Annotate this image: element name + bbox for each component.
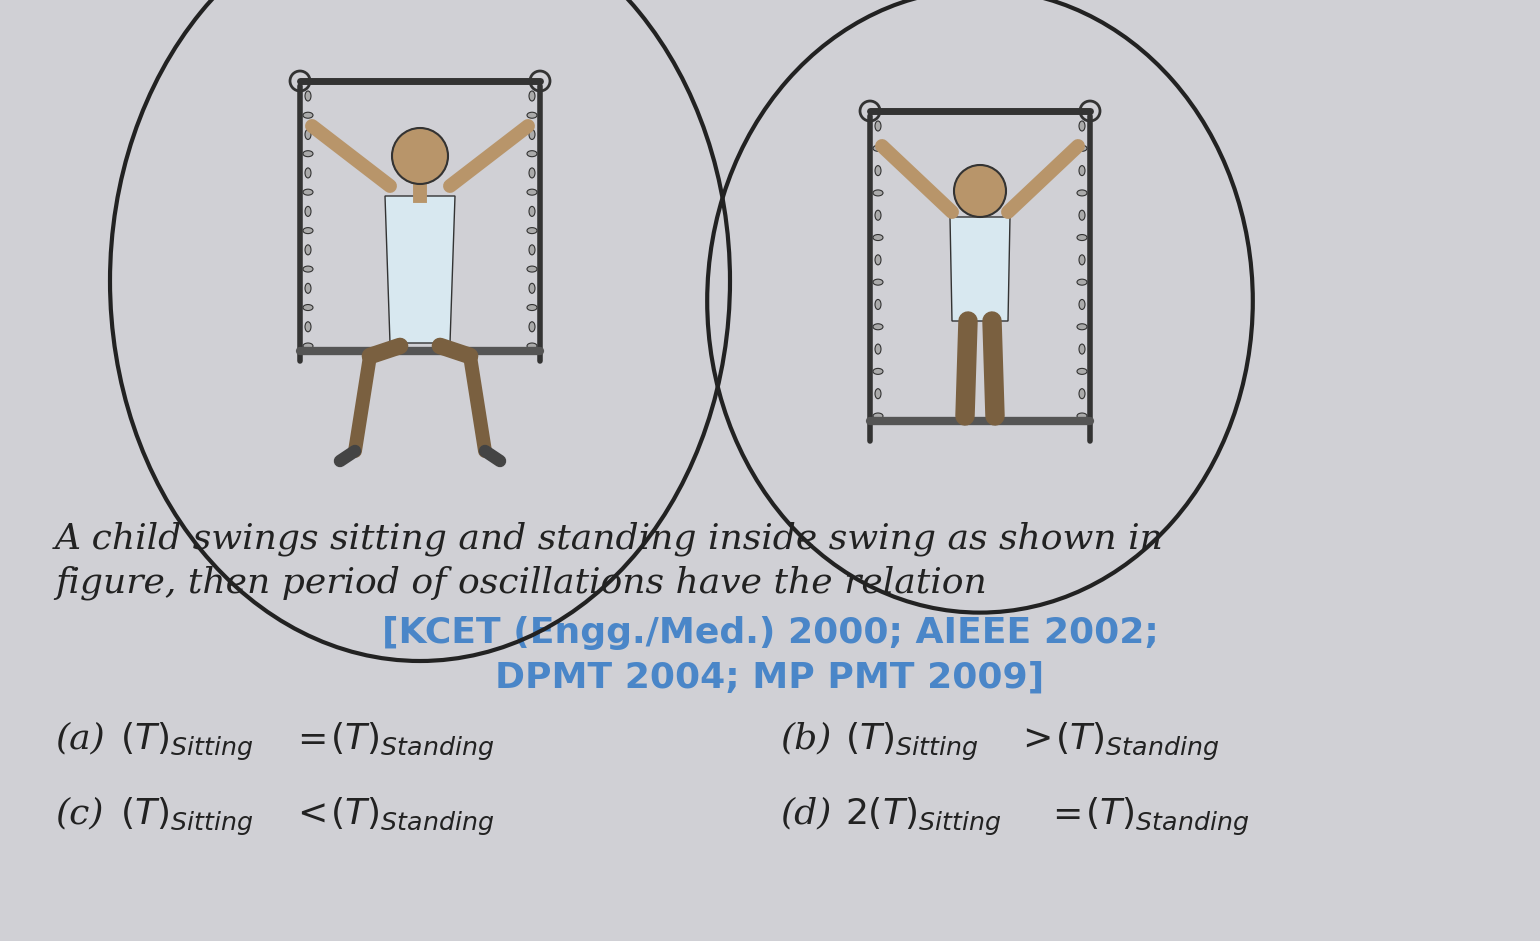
Text: $(T)_{\mathit{Sitting}}$: $(T)_{\mathit{Sitting}}$ — [120, 721, 254, 763]
Ellipse shape — [305, 245, 311, 255]
Ellipse shape — [873, 368, 882, 375]
Text: (c): (c) — [55, 796, 103, 830]
Ellipse shape — [303, 189, 313, 195]
Ellipse shape — [530, 206, 534, 216]
Text: $(T)_{\mathit{Standing}}$: $(T)_{\mathit{Standing}}$ — [1055, 721, 1220, 763]
Ellipse shape — [1076, 413, 1087, 419]
Ellipse shape — [305, 91, 311, 101]
Ellipse shape — [305, 322, 311, 332]
Ellipse shape — [1080, 121, 1086, 131]
Ellipse shape — [875, 121, 881, 131]
Ellipse shape — [1076, 145, 1087, 152]
Ellipse shape — [875, 344, 881, 354]
Ellipse shape — [1076, 190, 1087, 196]
Ellipse shape — [527, 228, 537, 233]
Ellipse shape — [1080, 389, 1086, 399]
Ellipse shape — [873, 145, 882, 152]
Ellipse shape — [305, 206, 311, 216]
Ellipse shape — [1076, 324, 1087, 329]
Text: $(T)_{\mathit{Standing}}$: $(T)_{\mathit{Standing}}$ — [330, 796, 494, 838]
Text: $(T)_{\mathit{Sitting}}$: $(T)_{\mathit{Sitting}}$ — [120, 796, 254, 838]
Text: A child swings sitting and standing inside swing as shown in: A child swings sitting and standing insi… — [55, 521, 1164, 555]
Text: $<$: $<$ — [290, 796, 325, 830]
Text: $(T)_{\mathit{Standing}}$: $(T)_{\mathit{Standing}}$ — [330, 721, 494, 763]
Ellipse shape — [1080, 210, 1086, 220]
Ellipse shape — [530, 322, 534, 332]
Ellipse shape — [873, 190, 882, 196]
Ellipse shape — [1076, 279, 1087, 285]
Ellipse shape — [527, 189, 537, 195]
Ellipse shape — [873, 234, 882, 241]
Ellipse shape — [305, 130, 311, 139]
Text: (b): (b) — [779, 721, 832, 755]
Ellipse shape — [1080, 166, 1086, 176]
Text: (a): (a) — [55, 721, 105, 755]
Text: $(T)_{\mathit{Standing}}$: $(T)_{\mathit{Standing}}$ — [1086, 796, 1249, 838]
Ellipse shape — [303, 112, 313, 119]
Ellipse shape — [873, 279, 882, 285]
Ellipse shape — [1076, 368, 1087, 375]
Ellipse shape — [305, 167, 311, 178]
Ellipse shape — [303, 266, 313, 272]
Text: $=$: $=$ — [1046, 796, 1081, 830]
Ellipse shape — [873, 413, 882, 419]
Ellipse shape — [530, 245, 534, 255]
Text: [KCET (Engg./Med.) 2000; AIEEE 2002;: [KCET (Engg./Med.) 2000; AIEEE 2002; — [382, 616, 1158, 650]
Ellipse shape — [527, 151, 537, 157]
Text: figure, then period of oscillations have the relation: figure, then period of oscillations have… — [55, 566, 987, 600]
Ellipse shape — [530, 130, 534, 139]
Text: (d): (d) — [779, 796, 832, 830]
Text: $>$: $>$ — [1015, 721, 1050, 755]
Ellipse shape — [530, 283, 534, 294]
Ellipse shape — [303, 151, 313, 157]
Ellipse shape — [1080, 344, 1086, 354]
Polygon shape — [385, 196, 454, 343]
Ellipse shape — [305, 283, 311, 294]
Ellipse shape — [527, 305, 537, 311]
Ellipse shape — [303, 228, 313, 233]
Polygon shape — [950, 217, 1010, 321]
Text: DPMT 2004; MP PMT 2009]: DPMT 2004; MP PMT 2009] — [496, 661, 1044, 695]
Text: $=$: $=$ — [290, 721, 325, 755]
Ellipse shape — [1080, 255, 1086, 264]
Ellipse shape — [1076, 234, 1087, 241]
Ellipse shape — [875, 210, 881, 220]
Ellipse shape — [875, 299, 881, 310]
Ellipse shape — [303, 305, 313, 311]
Ellipse shape — [1080, 299, 1086, 310]
Ellipse shape — [873, 324, 882, 329]
Circle shape — [393, 128, 448, 184]
Ellipse shape — [530, 167, 534, 178]
Ellipse shape — [875, 166, 881, 176]
Text: $(T)_{\mathit{Sitting}}$: $(T)_{\mathit{Sitting}}$ — [845, 721, 978, 763]
Ellipse shape — [527, 343, 537, 349]
Ellipse shape — [527, 112, 537, 119]
Ellipse shape — [875, 389, 881, 399]
Ellipse shape — [530, 91, 534, 101]
Ellipse shape — [527, 266, 537, 272]
Circle shape — [953, 165, 1006, 217]
Ellipse shape — [875, 255, 881, 264]
Text: $2(T)_{\mathit{Sitting}}$: $2(T)_{\mathit{Sitting}}$ — [845, 796, 1001, 838]
Ellipse shape — [303, 343, 313, 349]
